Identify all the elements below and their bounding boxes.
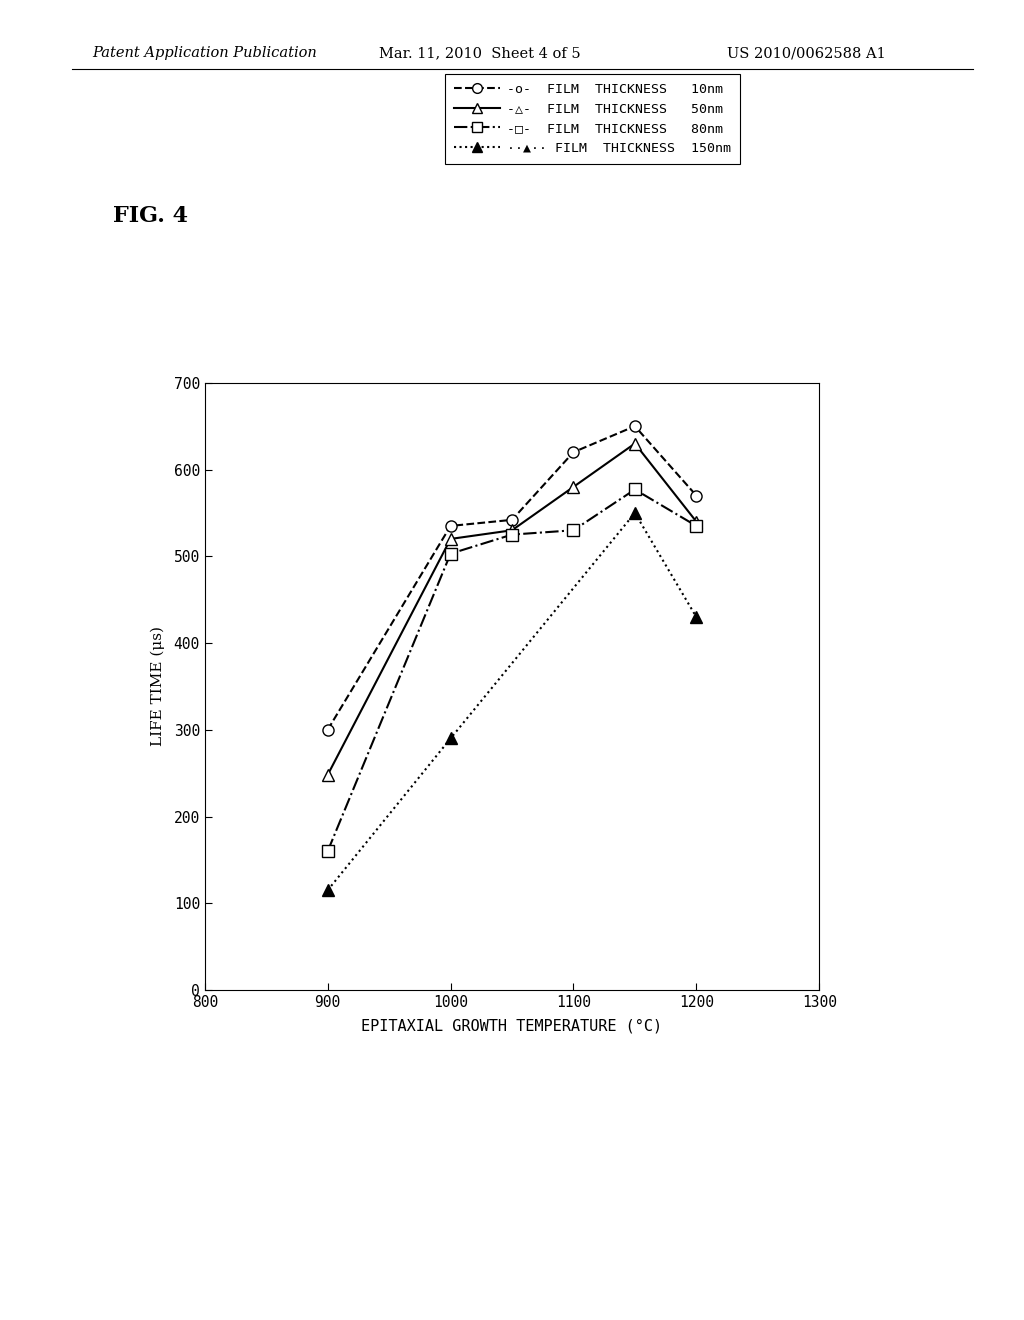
Y-axis label: LIFE TIME (μs): LIFE TIME (μs) <box>151 627 165 746</box>
Text: US 2010/0062588 A1: US 2010/0062588 A1 <box>727 46 886 61</box>
Text: Patent Application Publication: Patent Application Publication <box>92 46 316 61</box>
Legend: -o-  FILM  THICKNESS   10nm, -△-  FILM  THICKNESS   50nm, -□-  FILM  THICKNESS  : -o- FILM THICKNESS 10nm, -△- FILM THICKN… <box>444 74 740 164</box>
X-axis label: EPITAXIAL GROWTH TEMPERATURE (°C): EPITAXIAL GROWTH TEMPERATURE (°C) <box>361 1018 663 1034</box>
Text: Mar. 11, 2010  Sheet 4 of 5: Mar. 11, 2010 Sheet 4 of 5 <box>379 46 581 61</box>
Text: FIG. 4: FIG. 4 <box>113 205 187 227</box>
